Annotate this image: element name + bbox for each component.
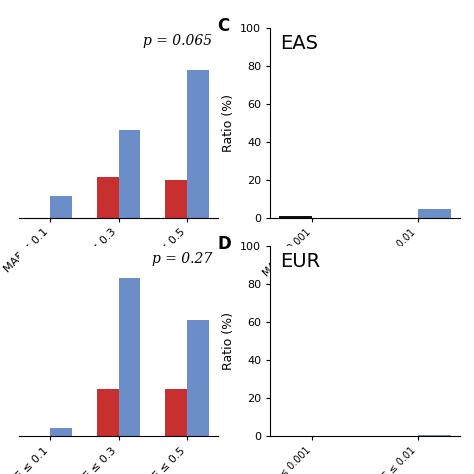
Text: EUR: EUR bbox=[280, 252, 320, 271]
Bar bbox=[50, 428, 72, 436]
Bar bbox=[165, 389, 187, 436]
Bar bbox=[97, 177, 118, 218]
Y-axis label: Ratio (%): Ratio (%) bbox=[222, 94, 235, 152]
Bar bbox=[418, 209, 451, 218]
Text: EAS: EAS bbox=[280, 34, 318, 53]
Bar bbox=[118, 278, 140, 436]
Bar bbox=[97, 389, 118, 436]
Text: p = 0.065: p = 0.065 bbox=[143, 34, 212, 48]
Y-axis label: Ratio (%): Ratio (%) bbox=[222, 312, 235, 370]
Bar bbox=[279, 216, 312, 218]
Bar bbox=[187, 70, 209, 218]
Bar bbox=[187, 320, 209, 436]
Text: C: C bbox=[217, 17, 229, 35]
Bar bbox=[165, 180, 187, 218]
Bar bbox=[418, 435, 451, 436]
Bar bbox=[50, 196, 72, 218]
Text: D: D bbox=[217, 235, 231, 253]
Text: p = 0.27: p = 0.27 bbox=[152, 252, 212, 266]
Bar bbox=[118, 129, 140, 218]
